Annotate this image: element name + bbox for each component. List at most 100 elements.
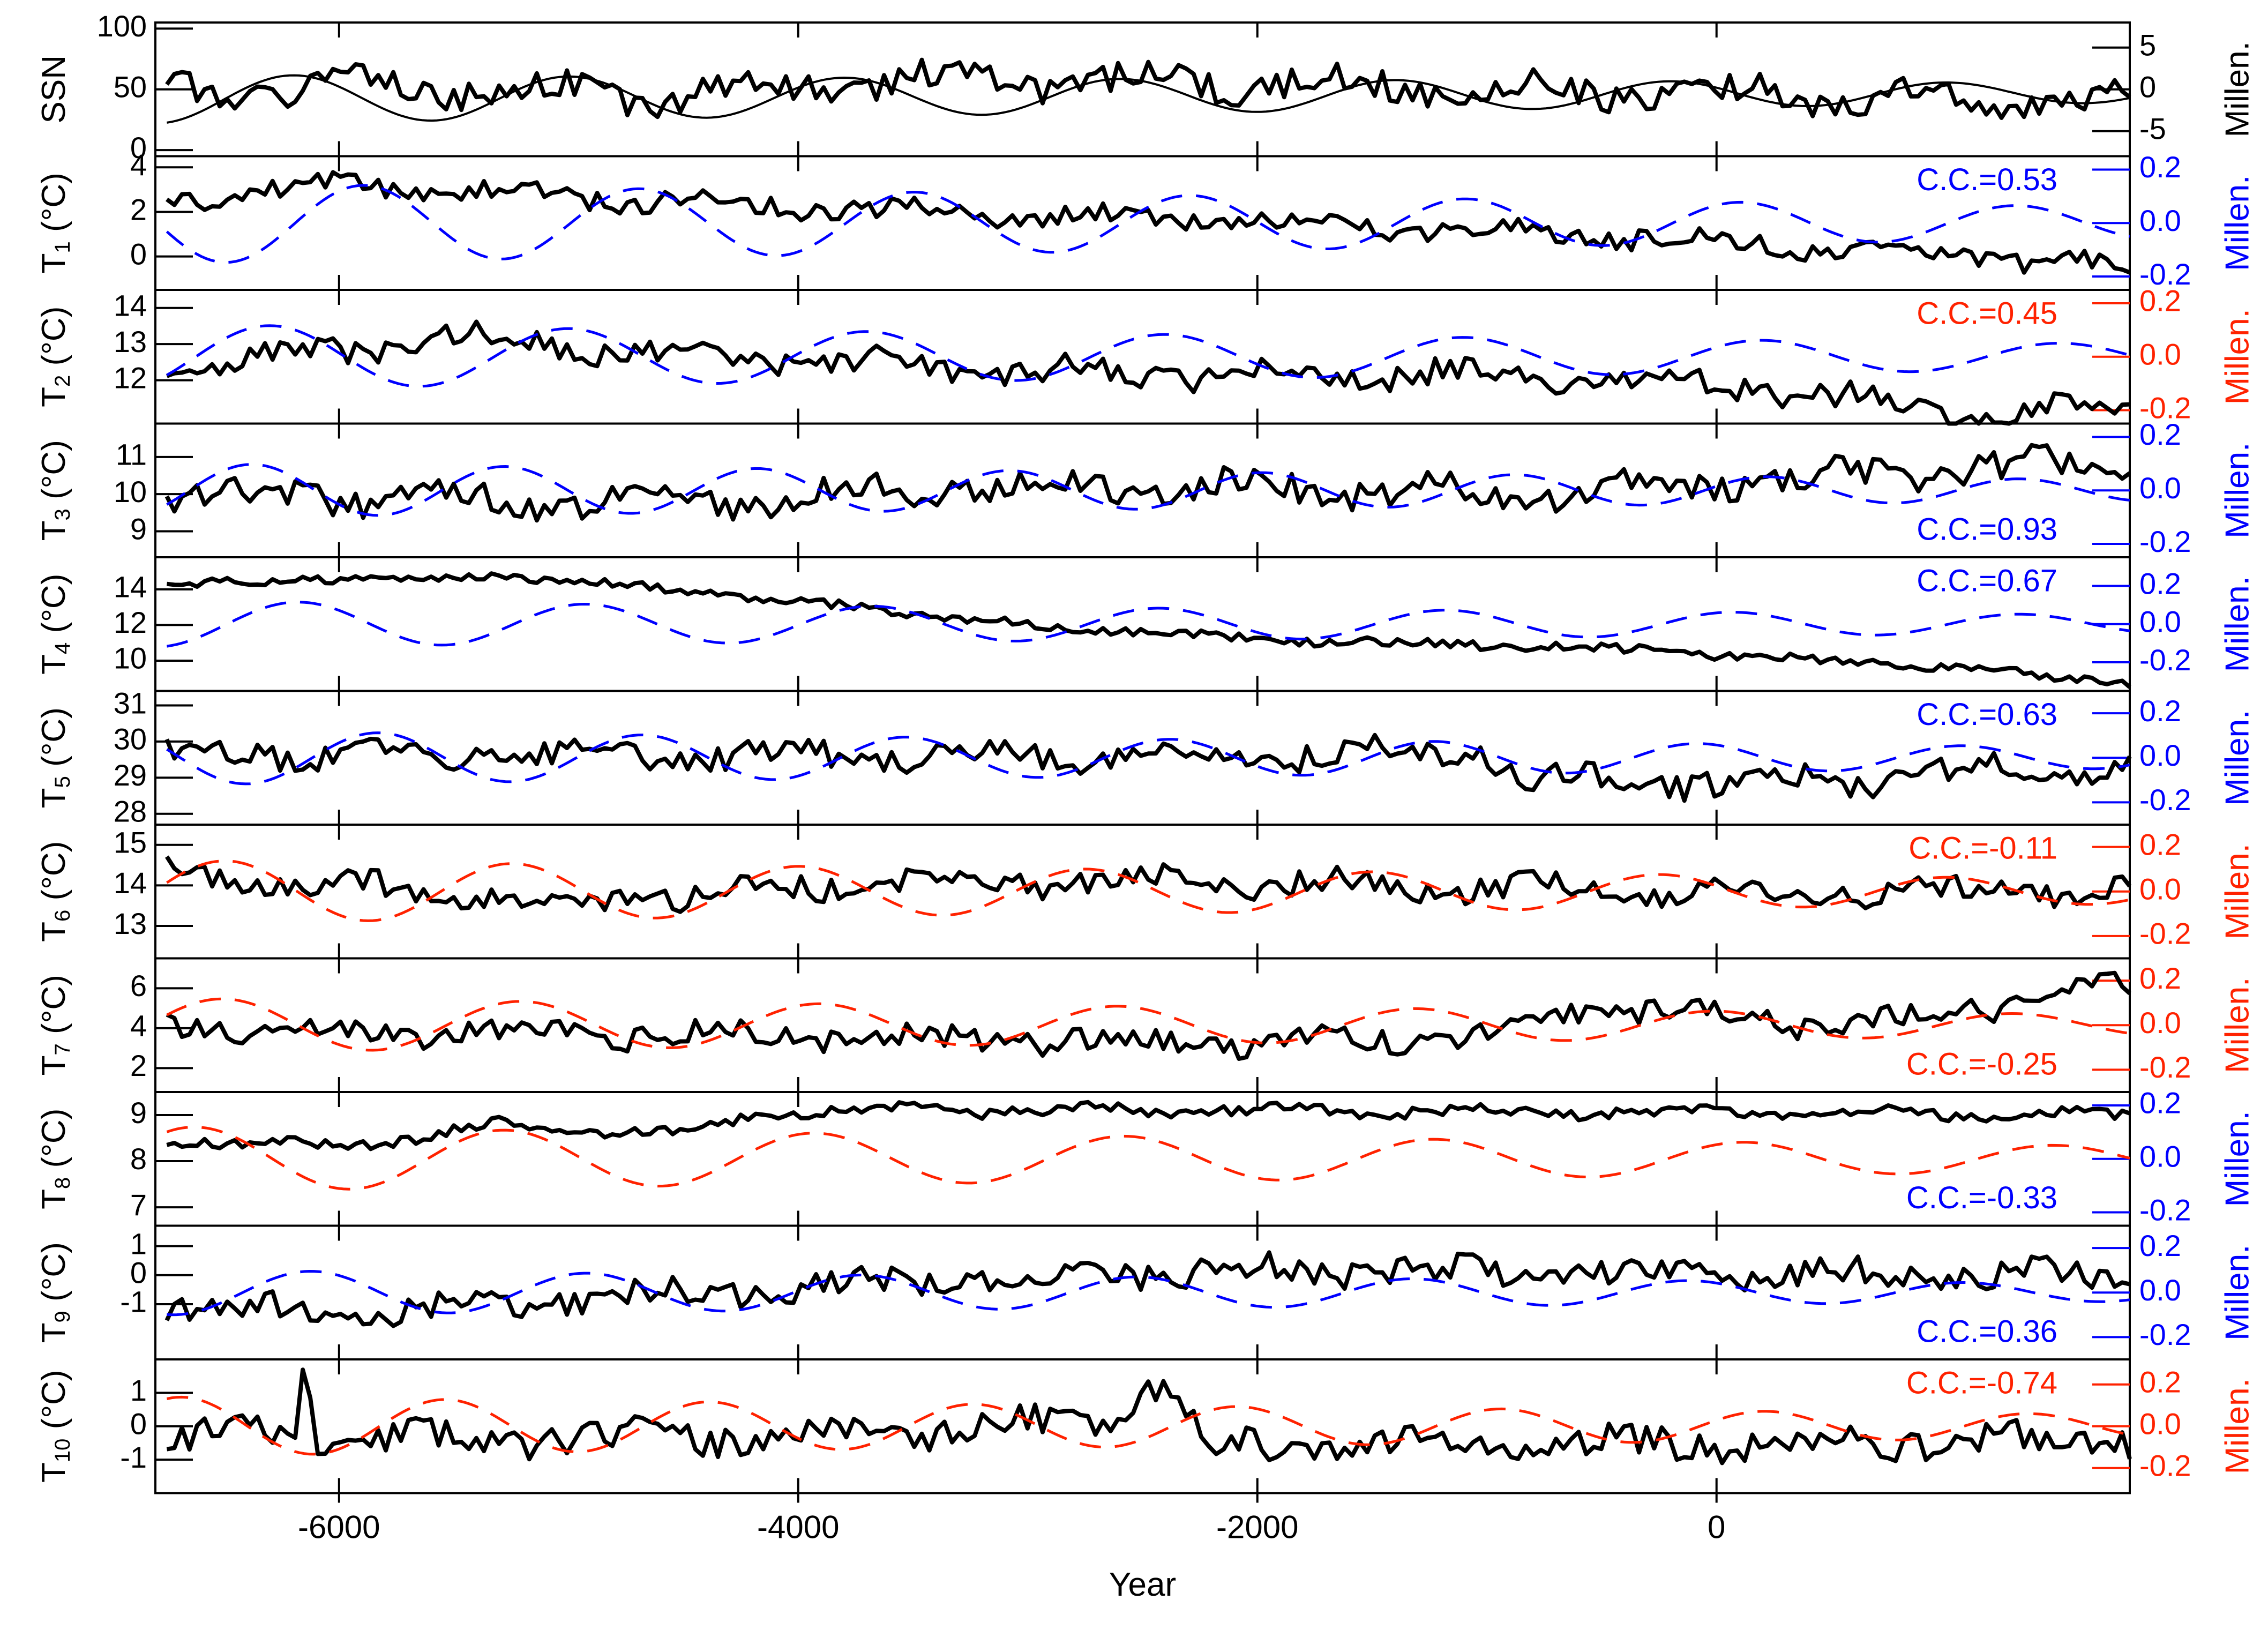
y-tick-label: 1	[130, 1227, 147, 1260]
millennial-component-line	[166, 731, 2130, 786]
y-tick-label: 14	[114, 866, 147, 900]
y-tick-label: 0	[130, 131, 147, 165]
r-tick-label: 0.2	[2139, 1229, 2181, 1262]
y-tick-label: 100	[97, 9, 147, 43]
panel-frame	[154, 690, 2131, 826]
correlation-label: C.C.=0.45	[1917, 296, 2057, 331]
r-tick-label: 0	[2139, 70, 2156, 104]
r-tick-label: 0.0	[2139, 738, 2181, 772]
y-tick-label: 31	[114, 686, 147, 720]
panel-2: 0 2 4 0.2 0.0 -0.2 T1 (°C) Millen. C.C.=0.53	[35, 148, 2256, 291]
y-tick-label: 13	[114, 907, 147, 940]
millennial-component-line	[166, 601, 2130, 648]
correlation-label: C.C.=0.63	[1917, 697, 2057, 732]
y-axis-label: T10 (°C)	[35, 1370, 74, 1483]
data-series-line	[165, 855, 2132, 914]
right-axis-label: Millen.	[2219, 1245, 2256, 1341]
r-tick-label: 0.2	[2139, 961, 2181, 995]
r-tick-label: 0.2	[2139, 694, 2181, 728]
correlation-label: C.C.=0.53	[1917, 162, 2057, 197]
panel-frame	[154, 957, 2131, 1093]
r-tick-label: -0.2	[2139, 1193, 2191, 1227]
y-tick-label: 50	[114, 70, 147, 104]
y-tick-label: 12	[114, 605, 147, 639]
r-tick-label: -0.2	[2139, 917, 2191, 951]
panel-frame	[154, 155, 2131, 291]
data-series-line	[166, 170, 2131, 275]
right-axis-label: Millen.	[2219, 175, 2256, 271]
millennial-component-line	[166, 997, 2130, 1052]
r-tick-label: -0.2	[2139, 525, 2191, 558]
y-tick-label: 9	[130, 1096, 147, 1130]
y-tick-label: 9	[130, 512, 147, 545]
panel-11: -101 0.2 0.0 -0.2 T10 (°C) Millen. C.C.=-0.74	[35, 1358, 2256, 1494]
y-tick-label: 4	[130, 148, 147, 182]
y-tick-label: 2	[130, 192, 147, 226]
r-tick-label: 0.0	[2139, 338, 2181, 371]
data-series-line	[165, 57, 2131, 120]
r-tick-label: 0.2	[2139, 1365, 2181, 1399]
y-tick-label: 4	[130, 1009, 147, 1043]
y-tick-label: 2	[130, 1049, 147, 1082]
y-tick-label: 0	[130, 237, 147, 271]
y-tick-label: 10	[114, 641, 147, 675]
r-tick-label: 0.2	[2139, 1086, 2181, 1120]
panel-7: 13 14 15 0.2 0.0 -0.2 T6 (°C) Millen. C.C.=-0.11	[35, 824, 2256, 960]
y-axis-label: T4 (°C)	[35, 574, 74, 675]
y-tick-label: 1	[130, 1373, 147, 1407]
data-series-line	[164, 732, 2132, 803]
panel-9: 7 8 9 0.2 0.0 -0.2 T8 (°C) Millen. C.C.=-0.33	[35, 1086, 2256, 1227]
y-tick-label: 8	[130, 1142, 147, 1176]
y-tick-label: 29	[114, 758, 147, 792]
r-tick-label: 0.0	[2139, 1273, 2181, 1307]
millennial-component-line	[166, 324, 2130, 388]
r-tick-label: 0.2	[2139, 827, 2181, 861]
r-tick-label: -0.2	[2139, 1318, 2191, 1351]
millennial-component-line	[166, 1395, 2130, 1456]
millennial-component-line	[166, 859, 2130, 922]
right-axis-label: Millen.	[2219, 41, 2256, 137]
x-tick-label: 0	[1708, 1509, 1725, 1545]
right-axis-label: Millen.	[2219, 710, 2256, 806]
data-series-line	[164, 1250, 2130, 1328]
correlation-label: C.C.=-0.25	[1906, 1046, 2057, 1081]
panel-8: 2 4 6 0.2 0.0 -0.2 T7 (°C) Millen. C.C.=-0.25	[35, 957, 2256, 1093]
r-tick-label: 0.0	[2139, 872, 2181, 906]
r-tick-label: -0.2	[2139, 1050, 2191, 1084]
x-tick-label: -6000	[298, 1509, 380, 1545]
millennial-component-line	[166, 184, 2130, 264]
r-tick-label: 0.0	[2139, 1140, 2181, 1173]
r-tick-label: 5	[2139, 28, 2156, 62]
right-axis-label: Millen.	[2219, 1378, 2256, 1474]
data-series-line	[164, 443, 2131, 523]
x-axis-label: Year	[1109, 1566, 1176, 1603]
y-tick-label: 7	[130, 1188, 147, 1222]
y-tick-label: -1	[120, 1440, 147, 1474]
y-axis-label: T7 (°C)	[35, 975, 74, 1075]
r-tick-label: -0.2	[2139, 643, 2191, 677]
y-axis-label: T1 (°C)	[35, 173, 74, 273]
r-tick-label: 0.0	[2139, 1407, 2181, 1441]
data-series-line	[166, 571, 2131, 689]
right-axis-label: Millen.	[2219, 977, 2256, 1073]
y-tick-label: 0	[130, 1407, 147, 1441]
right-axis-label: Millen.	[2219, 443, 2256, 539]
y-tick-label: 0	[130, 1256, 147, 1290]
right-axis-label: Millen.	[2219, 843, 2256, 939]
data-series-line	[166, 970, 2131, 1061]
correlation-label: C.C.=0.67	[1917, 563, 2057, 598]
y-axis-label: T5 (°C)	[35, 707, 74, 808]
r-tick-label: 0.2	[2139, 417, 2181, 451]
y-tick-label: 15	[114, 826, 147, 859]
r-tick-label: 0.0	[2139, 471, 2181, 505]
y-axis-label: T9 (°C)	[35, 1242, 74, 1343]
right-axis-label: Millen.	[2219, 576, 2256, 672]
panel-frame	[154, 824, 2131, 960]
y-tick-label: 11	[116, 438, 147, 472]
panel-frame	[154, 1224, 2131, 1360]
data-series-line	[166, 319, 2130, 426]
